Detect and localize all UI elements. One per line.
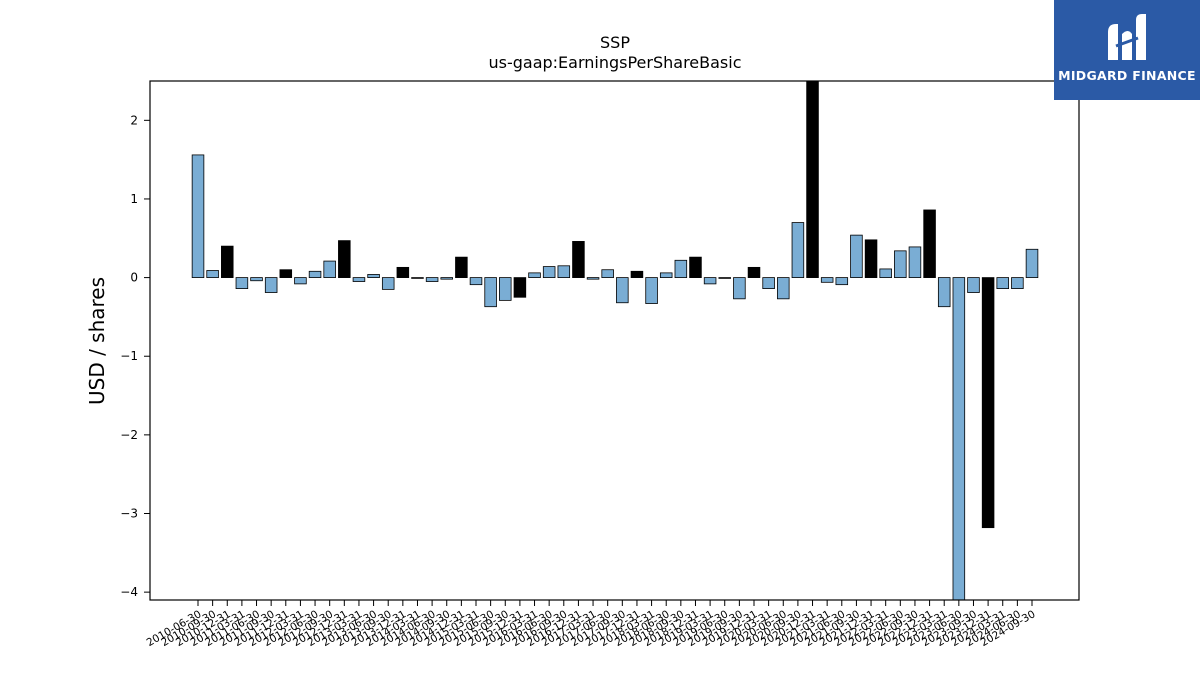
bar-2017-12-31 xyxy=(630,270,644,278)
bar-2012-12-31 xyxy=(338,240,351,278)
bar-2012-09-30 xyxy=(323,260,336,278)
bar-2024-03-31 xyxy=(996,277,1009,289)
bar-2019-03-31 xyxy=(703,277,717,285)
bar-2010-09-30 xyxy=(206,270,219,278)
bar-2020-09-30 xyxy=(791,222,805,279)
bar-2014-03-31 xyxy=(411,277,424,279)
bar-2018-12-31 xyxy=(689,256,702,278)
bar-2020-03-31 xyxy=(762,277,775,289)
bar-2019-06-30 xyxy=(718,277,731,279)
bars-group xyxy=(191,80,1039,601)
bar-2018-03-31 xyxy=(645,277,658,304)
bar-2013-03-31 xyxy=(352,277,366,282)
bar-2019-12-31 xyxy=(747,266,761,278)
bar-2012-06-30 xyxy=(308,270,322,278)
bar-2015-09-30 xyxy=(499,277,512,301)
bar-2021-12-31 xyxy=(864,239,878,279)
bar-2014-06-30 xyxy=(425,277,439,282)
bar-2010-06-30 xyxy=(191,154,205,278)
bar-2013-12-31 xyxy=(396,266,410,278)
bar-2014-09-30 xyxy=(440,277,453,280)
bar-2011-03-31 xyxy=(235,277,249,289)
bar-2011-06-30 xyxy=(250,277,263,282)
bar-2011-12-31 xyxy=(279,269,293,278)
bar-2022-12-31 xyxy=(923,209,936,278)
bar-2021-06-30 xyxy=(835,277,849,286)
bar-2016-03-31 xyxy=(528,272,541,278)
chart-title: SSP xyxy=(600,33,630,52)
bar-2022-06-30 xyxy=(894,250,907,278)
y-tick-label: −3 xyxy=(120,507,138,521)
chart-subtitle: us-gaap:EarningsPerShareBasic xyxy=(488,53,741,72)
bar-2016-12-31 xyxy=(572,241,585,278)
y-tick-label: −1 xyxy=(120,349,138,363)
bar-2024-09-30 xyxy=(1025,248,1039,278)
bar-2015-03-31 xyxy=(469,277,483,286)
midgard-logo-icon xyxy=(1108,14,1146,60)
bar-2020-12-31 xyxy=(806,80,819,278)
y-tick-label: 1 xyxy=(130,192,138,206)
bar-2017-03-31 xyxy=(586,277,600,280)
bar-2019-09-30 xyxy=(733,277,746,300)
bar-2024-06-30 xyxy=(1011,277,1024,289)
bar-2017-09-30 xyxy=(616,277,629,304)
y-tick-label: −4 xyxy=(120,585,138,599)
bar-2014-12-31 xyxy=(455,256,468,278)
bar-2023-03-31 xyxy=(937,277,951,308)
bar-2023-06-30 xyxy=(952,277,966,601)
bar-2016-09-30 xyxy=(557,265,571,278)
bar-2016-06-30 xyxy=(542,266,556,278)
bar-2020-06-30 xyxy=(777,277,790,300)
y-tick-label: 2 xyxy=(130,113,138,127)
bar-2015-06-30 xyxy=(484,277,497,308)
bar-2012-03-31 xyxy=(294,277,307,285)
bar-2023-12-31 xyxy=(981,277,995,529)
y-axis-label: USD / shares xyxy=(85,277,109,405)
bar-2018-06-30 xyxy=(659,272,673,278)
bar-2022-03-31 xyxy=(879,268,892,278)
bar-2013-09-30 xyxy=(381,277,395,290)
bar-2023-09-30 xyxy=(967,277,980,293)
bar-2018-09-30 xyxy=(674,259,688,278)
plot-frame xyxy=(149,80,1080,601)
x-ticks-group: 2010-06-302010-09-302010-12-312011-03-31… xyxy=(145,600,1038,649)
brand-badge: MIDGARD FINANCE xyxy=(1054,0,1200,100)
bar-2011-09-30 xyxy=(264,277,278,293)
y-tick-label: 0 xyxy=(130,271,138,285)
bar-2022-09-30 xyxy=(908,246,922,278)
bar-2021-03-31 xyxy=(820,277,834,283)
bar-2015-12-31 xyxy=(513,277,527,298)
brand-name: MIDGARD FINANCE xyxy=(1058,68,1196,83)
bar-2021-09-30 xyxy=(850,234,863,278)
bar-2013-06-30 xyxy=(367,274,380,279)
y-ticks-group: −4 −3 −2 −1 0 1 2 xyxy=(120,113,150,599)
bar-2017-06-30 xyxy=(601,269,614,278)
y-tick-label: −2 xyxy=(120,428,138,442)
bar-2010-12-31 xyxy=(221,245,234,278)
